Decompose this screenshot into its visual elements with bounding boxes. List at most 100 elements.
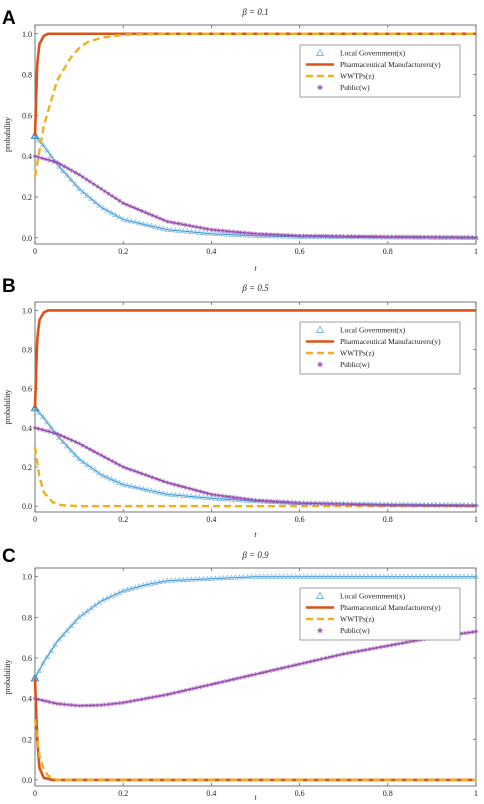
series-point (124, 586, 131, 592)
series-point (84, 192, 91, 198)
x-axis-label: t (254, 793, 257, 802)
y-tick-label: 0.6 (22, 385, 32, 394)
series-3 (32, 629, 479, 708)
series-point (252, 573, 259, 579)
series-point (64, 627, 70, 633)
series-point (36, 409, 42, 415)
series-point (152, 579, 159, 585)
series-point (188, 493, 195, 499)
series-point (140, 220, 147, 227)
series-point (76, 614, 83, 620)
series-point (332, 573, 339, 579)
x-tick-label: 0.4 (206, 247, 216, 256)
y-axis-label: probability (3, 659, 12, 694)
series-point (92, 602, 99, 608)
series-1 (33, 309, 476, 409)
series-point (144, 486, 151, 492)
series-point (437, 573, 443, 579)
series-point (120, 216, 127, 222)
legend-label: Pharmaceutical Manufacturers(y) (340, 603, 441, 612)
series-point (196, 494, 203, 500)
legend-box (299, 44, 461, 98)
series-point (336, 573, 343, 579)
legend: Local Government(x) Pharmaceutical Manufa… (299, 587, 461, 641)
series-point (68, 176, 74, 182)
series-point (48, 152, 54, 158)
series-line (33, 32, 476, 177)
series-point (104, 207, 111, 213)
series-point (40, 413, 46, 420)
panel-letter: A (2, 8, 16, 29)
series-point (236, 574, 243, 580)
series-point (376, 573, 383, 579)
series-point (424, 573, 431, 579)
series-point (216, 495, 223, 501)
series-point (364, 573, 371, 579)
series-point (360, 573, 367, 579)
legend-box (299, 321, 461, 375)
x-axis-label: t (254, 530, 257, 539)
series-point (420, 573, 427, 579)
series-point (72, 618, 79, 624)
legend-label: WWTPs(z) (340, 72, 375, 81)
series-point (192, 493, 199, 499)
series-point (324, 573, 331, 579)
series-point (64, 443, 70, 449)
y-tick-label: 0.0 (22, 234, 32, 243)
series-point (124, 482, 131, 488)
y-tick-label: 0.4 (22, 424, 32, 433)
legend: Local Government(x) Pharmaceutical Manufa… (299, 321, 461, 375)
legend-label: Public(w) (340, 626, 370, 635)
series-point (469, 573, 475, 579)
y-tick-label: 0.0 (22, 502, 32, 511)
series-point (204, 575, 211, 581)
series-point (40, 660, 46, 666)
panel-letter: C (2, 546, 16, 567)
x-tick-label: 1 (474, 247, 478, 256)
series-point (348, 573, 355, 579)
series-point (208, 495, 215, 501)
series-point (232, 496, 239, 502)
series-point (172, 227, 179, 233)
series-point (56, 163, 62, 169)
series-point (96, 470, 103, 476)
series-point (208, 230, 215, 236)
legend-label: Local Government(x) (340, 592, 406, 601)
series-point (176, 577, 183, 583)
series-point (116, 479, 123, 485)
series-point (176, 492, 183, 498)
series-point (184, 492, 191, 499)
series-point (128, 218, 135, 224)
series-point (72, 451, 79, 457)
series-point (164, 577, 171, 583)
series-point (176, 227, 183, 233)
series-point (144, 221, 151, 227)
legend: Local Government(x) Pharmaceutical Manufa… (299, 44, 461, 98)
series-1 (33, 678, 476, 782)
series-2 (33, 718, 476, 782)
series-point (449, 573, 455, 579)
series-point (156, 224, 163, 230)
series-point (268, 573, 275, 579)
series-point (224, 496, 231, 502)
series-point (445, 573, 451, 579)
series-point (60, 438, 66, 444)
legend-label: WWTPs(z) (340, 349, 375, 358)
series-point (96, 202, 103, 208)
series-point (248, 232, 255, 238)
legend-label: Local Government(x) (340, 49, 406, 58)
series-point (216, 575, 223, 581)
x-tick-label: 0.6 (295, 789, 305, 798)
series-point (156, 579, 163, 585)
series-point (412, 573, 419, 579)
series-point (84, 608, 91, 614)
series-point (88, 195, 95, 201)
series-line (33, 309, 476, 409)
series-point (220, 574, 227, 581)
x-tick-label: 0.8 (383, 515, 393, 524)
series-line (34, 135, 477, 239)
series-point (200, 229, 207, 235)
series-point (328, 573, 335, 579)
series-point (108, 209, 115, 215)
series-point (32, 425, 479, 508)
